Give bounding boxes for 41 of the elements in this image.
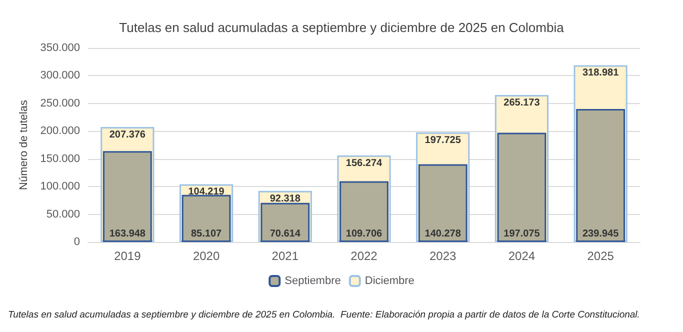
data-label: 207.376 xyxy=(109,130,146,141)
data-label: 104.219 xyxy=(188,186,225,198)
bar xyxy=(260,202,310,242)
data-label: 156.274 xyxy=(346,158,383,169)
x-tick-label: 2022 xyxy=(350,249,378,263)
x-tick-label: 2024 xyxy=(508,249,536,263)
data-label: 265.173 xyxy=(504,98,540,109)
y-tick-label: 250.000 xyxy=(40,97,80,110)
data-label: 163.948 xyxy=(109,228,146,240)
x-tick-label: 2019 xyxy=(114,249,142,263)
bar xyxy=(418,164,468,242)
x-tick-label: 2023 xyxy=(430,249,457,263)
y-axis-title: Número de tutelas xyxy=(18,100,30,190)
bar xyxy=(102,151,152,242)
y-tick-label: 200.000 xyxy=(40,125,80,138)
x-tick-label: 2020 xyxy=(192,249,220,263)
y-tick-label: 150.000 xyxy=(40,152,80,165)
chart-title: Tutelas en salud acumuladas a septiembre y diciembre de 2025 en Colombia xyxy=(119,20,565,35)
data-label: 197.725 xyxy=(424,134,462,146)
x-tick-label: 2021 xyxy=(272,249,299,263)
data-label: 318.981 xyxy=(582,68,620,79)
legend-label: Septiembre xyxy=(284,275,341,287)
y-tick-label: 100.000 xyxy=(40,180,80,193)
bar xyxy=(497,132,546,242)
data-label: 239.945 xyxy=(582,228,620,240)
y-tick-label: 50.000 xyxy=(46,208,80,220)
data-label: 70.614 xyxy=(270,228,301,240)
y-tick-label: 0 xyxy=(74,236,80,248)
bar xyxy=(576,109,626,242)
text: Tutelas en salud acumuladas a septiembre y diciembre de 2025 en Colombia. Fuente: Elaboración propia a partir de datos de la Corte Constitucional. xyxy=(8,310,640,320)
bar xyxy=(182,194,231,242)
bar xyxy=(340,181,388,242)
legend-label: Diciembre xyxy=(364,275,414,287)
x-tick-label: 2025 xyxy=(587,249,614,263)
data-label: 197.075 xyxy=(504,228,540,240)
y-tick-label: 300.000 xyxy=(40,70,80,82)
data-label: 109.706 xyxy=(346,228,383,240)
data-label: 85.107 xyxy=(190,228,222,240)
data-label: 140.278 xyxy=(424,228,462,240)
data-label: 92.318 xyxy=(270,193,301,204)
y-tick-label: 350.000 xyxy=(40,42,80,54)
